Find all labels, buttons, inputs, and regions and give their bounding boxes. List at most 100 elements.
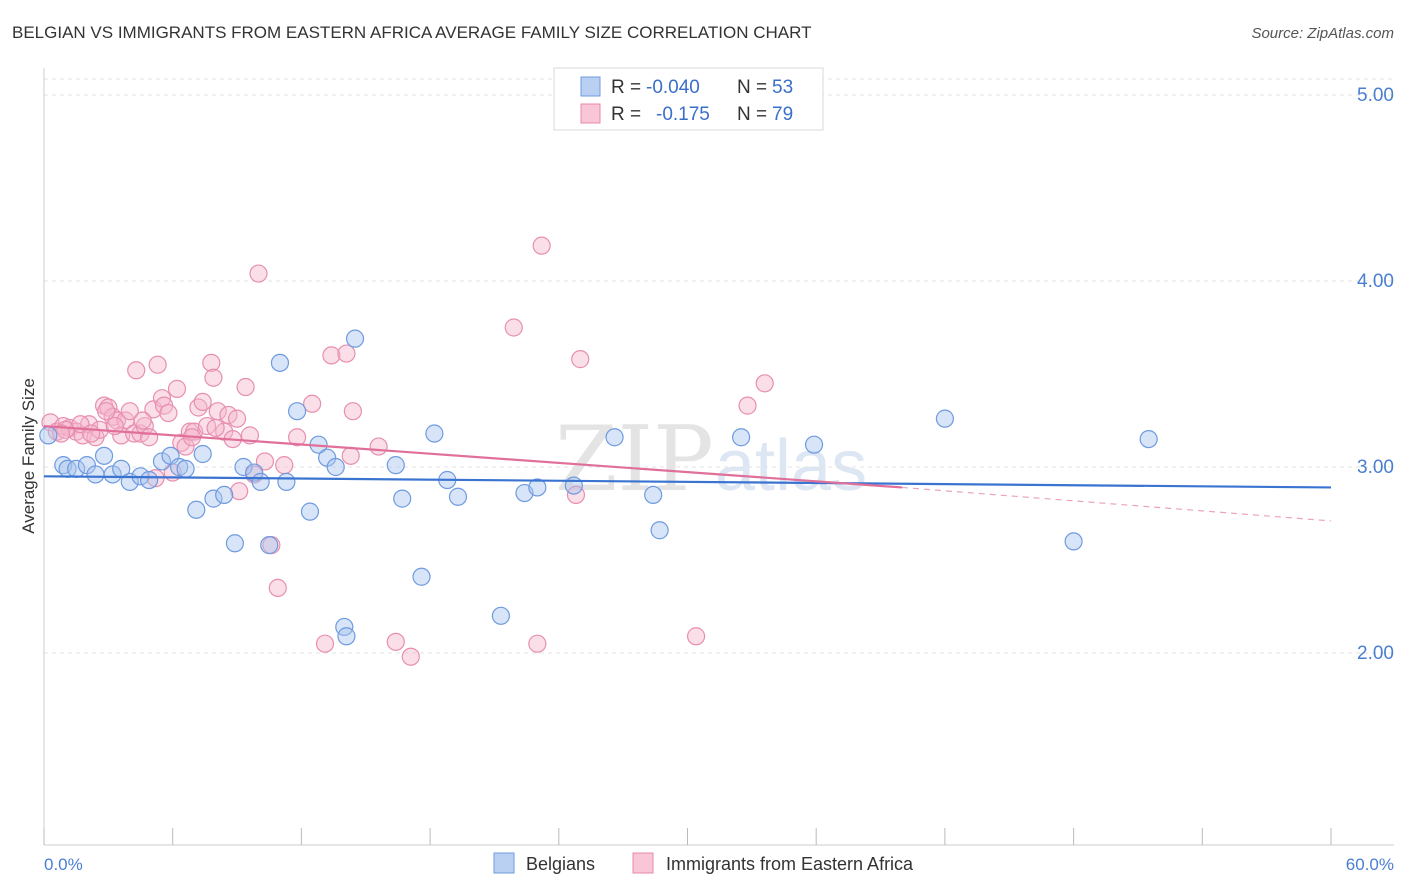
immigrants-point xyxy=(133,411,152,430)
belgians-point xyxy=(528,478,547,497)
legend-n-value-2: 79 xyxy=(772,104,793,125)
legend-n-value-1: 53 xyxy=(772,77,793,98)
legend-n-label-2: N = xyxy=(737,104,767,125)
immigrants-point xyxy=(738,396,757,415)
x-ticks xyxy=(43,828,1332,845)
belgians-point xyxy=(176,459,195,478)
immigrants-point xyxy=(127,361,146,380)
belgians-trend-line xyxy=(43,475,1332,489)
legend-r-label-1: R = xyxy=(611,77,641,98)
belgians-point xyxy=(94,446,114,465)
belgians-point xyxy=(448,487,468,506)
belgians-point xyxy=(187,500,206,519)
legend-box: R = -0.040 N = 53 R = -0.175 N = 79 xyxy=(553,67,824,131)
immigrants-point xyxy=(268,578,287,598)
immigrants-point xyxy=(202,353,221,372)
immigrants-point xyxy=(322,346,341,365)
belgians-point xyxy=(804,435,824,454)
y-tick-label: 4.00 xyxy=(1357,271,1394,292)
bottom-legend-swatch-belgians xyxy=(493,852,515,874)
immigrants-trend-extension xyxy=(901,486,1332,522)
belgians-point xyxy=(393,489,412,508)
immigrants-point xyxy=(504,318,523,337)
immigrants-trend-line xyxy=(43,424,903,489)
y-tick-label: 2.00 xyxy=(1357,643,1394,664)
belgians-point xyxy=(260,536,279,555)
legend-r-value-2: -0.175 xyxy=(656,104,710,125)
bottom-legend: Belgians Immigrants from Eastern Africa xyxy=(493,852,914,874)
immigrants-point xyxy=(528,634,547,653)
belgians-point xyxy=(234,457,253,477)
immigrants-point xyxy=(193,392,212,411)
immigrants-point xyxy=(288,428,307,447)
immigrants-point xyxy=(275,456,294,475)
belgians-point xyxy=(215,485,234,504)
series-immigrants-points xyxy=(41,236,774,666)
belgians-point xyxy=(204,489,223,508)
belgians-point xyxy=(245,463,264,482)
legend-r-label-2: R = xyxy=(611,104,641,125)
immigrants-point xyxy=(97,402,116,421)
immigrants-point xyxy=(204,368,223,387)
immigrants-point xyxy=(176,437,195,456)
belgians-point xyxy=(935,409,955,428)
immigrants-point xyxy=(206,418,225,438)
y-axis-label: Average Family Size xyxy=(19,378,38,534)
chart-source: Source: ZipAtlas.com xyxy=(1251,25,1394,42)
chart-title: BELGIAN VS IMMIGRANTS FROM EASTERN AFRIC… xyxy=(12,23,811,42)
immigrants-point xyxy=(755,374,774,393)
immigrants-point xyxy=(401,647,420,666)
immigrants-point xyxy=(255,452,275,471)
watermark-atlas: atlas xyxy=(715,426,867,506)
x-tick-label-max: 60.0% xyxy=(1346,855,1394,874)
immigrants-point xyxy=(686,627,706,646)
immigrants-point xyxy=(227,409,247,428)
belgians-point xyxy=(300,502,320,521)
belgians-point xyxy=(605,428,624,447)
immigrants-point xyxy=(571,350,590,369)
immigrants-point xyxy=(230,482,249,501)
belgians-point xyxy=(225,534,245,553)
watermark: ZIP atlas xyxy=(555,407,867,512)
immigrants-point xyxy=(249,264,268,283)
immigrants-point xyxy=(337,344,356,363)
belgians-point xyxy=(86,465,105,484)
immigrants-point xyxy=(532,236,551,255)
belgians-point xyxy=(386,456,405,475)
legend-swatch-belgians xyxy=(580,76,601,97)
immigrants-point xyxy=(159,403,178,423)
axes xyxy=(43,68,1394,846)
y-tick-labels: 2.00 3.00 4.00 5.00 xyxy=(1357,85,1394,664)
belgians-point xyxy=(564,476,583,495)
immigrants-point xyxy=(343,402,362,421)
y-tick-label: 5.00 xyxy=(1357,85,1394,106)
belgians-point xyxy=(425,424,444,443)
immigrants-point xyxy=(236,377,255,397)
immigrants-point xyxy=(140,428,159,447)
belgians-point xyxy=(39,426,58,445)
gridlines xyxy=(44,78,1394,654)
belgians-point xyxy=(644,485,663,504)
immigrants-point xyxy=(369,437,388,456)
immigrants-point xyxy=(120,402,139,421)
belgians-point xyxy=(288,402,307,421)
immigrants-point xyxy=(148,355,167,374)
belgians-point xyxy=(326,457,345,477)
trend-lines xyxy=(43,424,1332,522)
belgians-point xyxy=(140,470,159,490)
belgians-point xyxy=(170,457,189,477)
immigrants-point xyxy=(315,634,335,653)
immigrants-point xyxy=(341,446,360,465)
belgians-point xyxy=(1064,532,1083,551)
belgians-point xyxy=(337,627,356,646)
belgians-point xyxy=(1139,430,1158,449)
belgians-point xyxy=(193,444,212,464)
bottom-legend-swatch-immigrants xyxy=(632,852,654,874)
legend-n-label-1: N = xyxy=(737,77,767,98)
belgians-point xyxy=(270,353,290,372)
y-tick-label: 3.00 xyxy=(1357,457,1394,478)
bottom-legend-immigrants: Immigrants from Eastern Africa xyxy=(666,854,914,874)
legend-swatch-immigrants xyxy=(580,103,601,124)
belgians-point xyxy=(732,428,751,447)
